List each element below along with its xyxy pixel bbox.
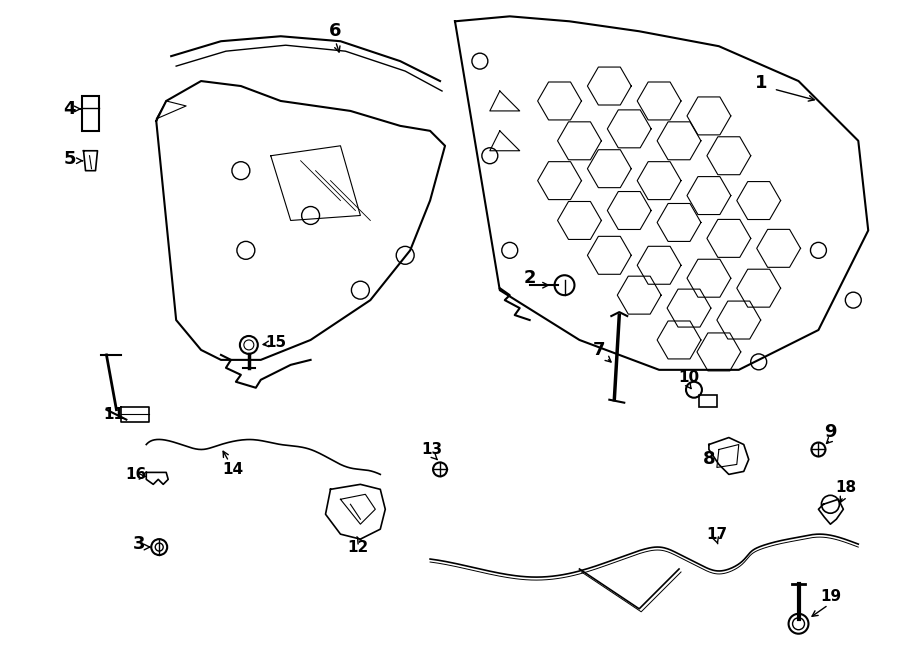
Text: 19: 19 <box>820 590 841 604</box>
Text: 16: 16 <box>126 467 147 482</box>
Bar <box>82 96 100 131</box>
Text: 1: 1 <box>754 74 767 92</box>
Text: 10: 10 <box>679 370 699 385</box>
Text: 18: 18 <box>836 480 857 495</box>
Text: 7: 7 <box>593 341 606 359</box>
Text: 12: 12 <box>347 539 369 555</box>
Text: 8: 8 <box>703 450 716 469</box>
Text: 5: 5 <box>63 150 76 168</box>
Text: 3: 3 <box>133 535 146 553</box>
Text: 17: 17 <box>706 527 727 541</box>
Text: 4: 4 <box>63 100 76 118</box>
Text: 11: 11 <box>103 407 124 422</box>
Text: 9: 9 <box>824 422 837 441</box>
Bar <box>699 395 717 407</box>
Text: 2: 2 <box>524 269 536 288</box>
Text: 15: 15 <box>266 335 286 350</box>
Text: 6: 6 <box>329 22 342 40</box>
Text: 13: 13 <box>421 442 443 457</box>
Text: 14: 14 <box>222 462 244 477</box>
